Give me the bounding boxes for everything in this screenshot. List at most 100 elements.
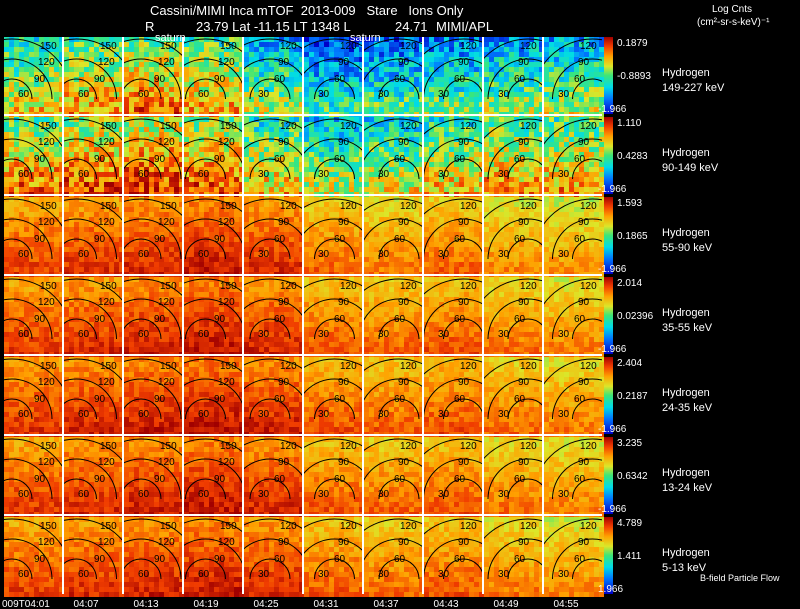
contour-label: 90 [94, 234, 106, 245]
saturn-label: saturn [155, 32, 186, 44]
contour-label: 30 [318, 329, 330, 340]
contour-label: 60 [138, 569, 150, 580]
contour-label: 150 [100, 521, 117, 532]
colorbar-min-label: -1.966 [598, 184, 627, 195]
contour-label: 150 [160, 201, 177, 212]
contour-label: 30 [438, 489, 450, 500]
contour-label: 90 [278, 57, 290, 68]
contour-label: 150 [100, 121, 117, 132]
contour-label: 60 [454, 154, 466, 165]
contour-label: 30 [318, 489, 330, 500]
contour-label: 60 [18, 329, 30, 340]
contour-label: 60 [274, 394, 286, 405]
contour-label: 120 [98, 297, 115, 308]
contour-label: 60 [198, 169, 210, 180]
contour-label: 60 [454, 74, 466, 85]
contour-label: 120 [38, 217, 55, 228]
species-label: Hydrogen [662, 467, 710, 479]
contour-label: 90 [518, 457, 530, 468]
contour-label: 30 [378, 569, 390, 580]
contour-label: 120 [218, 217, 235, 228]
contour-label: 60 [394, 314, 406, 325]
contour-label: 120 [218, 537, 235, 548]
contour-label: 90 [278, 537, 290, 548]
time-tick-label: 04:19 [193, 599, 218, 609]
energy-label: 90-149 keV [662, 162, 719, 174]
energy-label: 13-24 keV [662, 482, 713, 494]
contour-label: 60 [574, 314, 586, 325]
contour-label: 150 [100, 281, 117, 292]
contour-label: 150 [100, 41, 117, 52]
contour-label: 60 [78, 249, 90, 260]
contour-label: 90 [94, 314, 106, 325]
contour-label: 120 [218, 57, 235, 68]
contour-label: 90 [458, 217, 470, 228]
contour-label: 90 [578, 537, 590, 548]
colorbar-mid-label: 0.6342 [617, 471, 648, 482]
contour-label: 120 [520, 41, 537, 52]
contour-label: 60 [514, 154, 526, 165]
contour-label: 60 [138, 409, 150, 420]
contour-label: 60 [394, 474, 406, 485]
colorbar [604, 37, 613, 114]
contour-label: 120 [280, 361, 297, 372]
contour-label: 60 [454, 554, 466, 565]
contour-label: 60 [138, 169, 150, 180]
contour-label: 30 [558, 249, 570, 260]
contour-label: 90 [578, 137, 590, 148]
contour-label: 60 [514, 554, 526, 565]
time-labels: 009T04:01 04:07 04:13 04:19 04:25 04:31 04:37 0… [2, 599, 579, 609]
contour-label: 120 [280, 121, 297, 132]
colorbar-mid-label: 0.02396 [617, 311, 654, 322]
contour-label: 60 [18, 569, 30, 580]
colorbar [604, 197, 613, 274]
contour-label: 120 [580, 121, 597, 132]
contour-label: 30 [378, 249, 390, 260]
contour-label: 60 [454, 394, 466, 405]
contour-label: 150 [220, 201, 237, 212]
contour-label: 30 [558, 169, 570, 180]
contour-label: 60 [574, 154, 586, 165]
contour-label: 90 [278, 377, 290, 388]
contour-label: 60 [198, 569, 210, 580]
species-label: Hydrogen [662, 67, 710, 79]
contour-label: 90 [578, 217, 590, 228]
contour-label: 150 [100, 201, 117, 212]
contour-label: 120 [400, 121, 417, 132]
contour-label: 90 [278, 137, 290, 148]
contour-label: 60 [454, 314, 466, 325]
contour-label: 150 [160, 281, 177, 292]
contour-label: 120 [460, 441, 477, 452]
contour-label: 150 [100, 441, 117, 452]
contour-label: 120 [280, 201, 297, 212]
contour-label: 150 [160, 361, 177, 372]
contour-label: 120 [340, 121, 357, 132]
contour-label: 90 [94, 74, 106, 85]
contour-label: 120 [98, 137, 115, 148]
contour-label: 120 [400, 281, 417, 292]
contour-label: 90 [458, 457, 470, 468]
contour-label: 90 [154, 234, 166, 245]
colorbar-mid-label: 0.2187 [617, 391, 648, 402]
contour-label: 30 [258, 249, 270, 260]
contour-label: 120 [400, 361, 417, 372]
contour-label: 120 [158, 57, 175, 68]
contour-label: 120 [460, 281, 477, 292]
contour-label: 120 [38, 297, 55, 308]
contour-label: 120 [520, 521, 537, 532]
contour-label: 30 [558, 329, 570, 340]
contour-label: 150 [160, 521, 177, 532]
contour-label: 60 [334, 154, 346, 165]
contour-label: 60 [78, 89, 90, 100]
contour-label: 60 [78, 409, 90, 420]
energy-label: 55-90 keV [662, 242, 713, 254]
contour-label: 90 [398, 377, 410, 388]
contour-label: 60 [138, 249, 150, 260]
contour-label: 90 [214, 234, 226, 245]
contour-label: 60 [394, 154, 406, 165]
contour-label: 90 [458, 297, 470, 308]
contour-label: 30 [498, 409, 510, 420]
contour-label: 60 [394, 394, 406, 405]
